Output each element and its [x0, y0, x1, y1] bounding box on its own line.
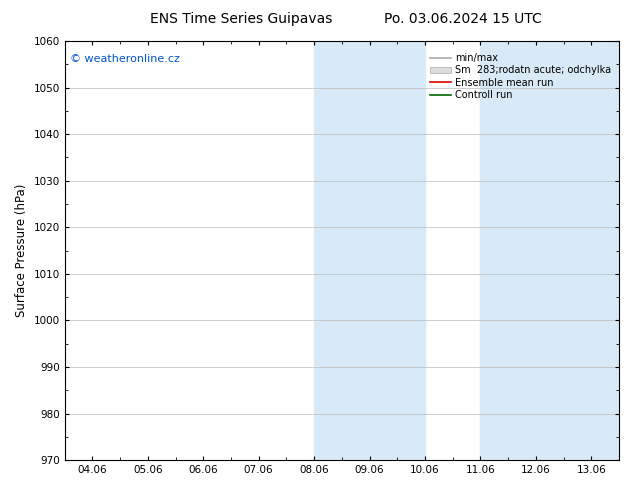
Bar	[481, 41, 619, 460]
Y-axis label: Surface Pressure (hPa): Surface Pressure (hPa)	[15, 184, 28, 318]
Text: ENS Time Series Guipavas: ENS Time Series Guipavas	[150, 12, 332, 26]
Text: © weatheronline.cz: © weatheronline.cz	[70, 53, 180, 64]
Legend: min/max, Sm  283;rodatn acute; odchylka, Ensemble mean run, Controll run: min/max, Sm 283;rodatn acute; odchylka, …	[427, 50, 614, 103]
Text: Po. 03.06.2024 15 UTC: Po. 03.06.2024 15 UTC	[384, 12, 541, 26]
Bar	[314, 41, 425, 460]
